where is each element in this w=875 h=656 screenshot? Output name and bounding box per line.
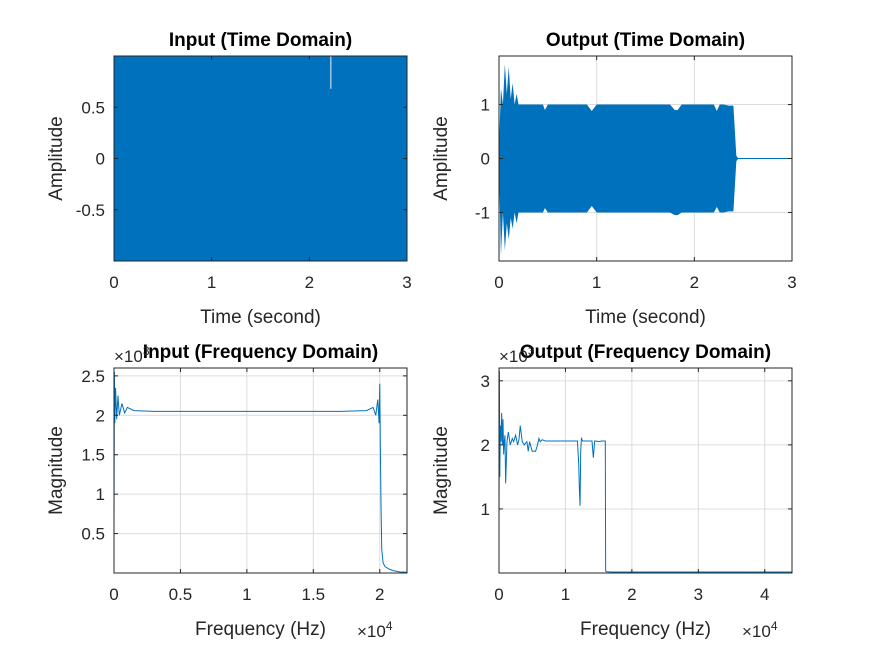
x-tick-label: 2	[690, 273, 699, 292]
x-tick-label: 3	[787, 273, 796, 292]
chart-title: Output (Time Domain)	[546, 30, 745, 51]
y-tick-label: 0.5	[81, 525, 105, 544]
spectrum-line	[499, 371, 792, 573]
plot-area	[114, 56, 407, 261]
x-tick-label: 3	[402, 273, 411, 292]
plot-area	[499, 371, 792, 573]
x-tick-label: 0	[494, 585, 503, 604]
y-tick-label: -1	[475, 203, 490, 222]
x-tick-label: 1.5	[301, 585, 325, 604]
y-tick-label: 1	[96, 485, 105, 504]
x-tick-label: 0	[109, 273, 118, 292]
y-axis-label: Amplitude	[46, 116, 67, 201]
x-tick-label: 2	[627, 585, 636, 604]
y-tick-label: 3	[481, 372, 490, 391]
x-tick-label: 1	[561, 585, 570, 604]
y-axis-label: Magnitude	[431, 426, 452, 515]
y-multiplier-exponent: 3	[143, 344, 150, 358]
x-tick-label: 1	[242, 585, 251, 604]
plot-area	[114, 371, 407, 573]
chart-title: Input (Time Domain)	[169, 30, 352, 51]
x-axis-label: Time (second)	[585, 307, 706, 328]
x-multiplier-label: ×104	[357, 619, 393, 641]
y-tick-label: -0.5	[76, 201, 105, 220]
x-multiplier-exponent: 4	[386, 619, 393, 633]
y-multiplier-exponent: 3	[528, 344, 535, 358]
y-multiplier-label: ×103	[499, 344, 535, 366]
x-tick-label: 1	[207, 273, 216, 292]
y-axis-label: Amplitude	[431, 116, 452, 201]
x-tick-label: 0.5	[169, 585, 193, 604]
x-tick-label: 2	[305, 273, 314, 292]
y-tick-label: 1	[481, 500, 490, 519]
y-tick-label: 0	[96, 150, 105, 169]
x-axis-label: Frequency (Hz)	[580, 619, 711, 640]
y-tick-label: 1	[481, 96, 490, 115]
x-tick-label: 4	[760, 585, 769, 604]
chart-title: Input (Frequency Domain)	[143, 342, 378, 363]
axes-box	[113, 367, 408, 574]
x-axis-label: Frequency (Hz)	[195, 619, 326, 640]
y-multiplier-label: ×103	[114, 344, 150, 366]
y-tick-label: 2	[481, 436, 490, 455]
spectrum-line	[114, 371, 407, 573]
chart-panel-input_freq: 0 0.5 1 1.5 2 0.5 1 1.5 2 2.5 Input (Frequency Dom…	[46, 342, 408, 641]
x-tick-label: 3	[694, 585, 703, 604]
y-tick-label: 2	[96, 406, 105, 425]
y-axis-label: Magnitude	[46, 426, 67, 515]
y-tick-label: 2.5	[81, 367, 105, 386]
x-tick-label: 2	[375, 585, 384, 604]
y-tick-label: 0.5	[81, 98, 105, 117]
x-tick-label: 0	[494, 273, 503, 292]
plot-area	[499, 64, 792, 256]
signal-envelope	[499, 64, 792, 256]
axes-box	[498, 367, 793, 574]
x-multiplier-exponent: 4	[771, 619, 778, 633]
x-tick-label: 1	[592, 273, 601, 292]
y-tick-label: 0	[481, 150, 490, 169]
x-multiplier-label: ×104	[742, 619, 778, 641]
chart-title: Output (Frequency Domain)	[520, 342, 771, 363]
y-tick-label: 1.5	[81, 446, 105, 465]
chart-panel-output_time: 0 1 2 3 -1 0 1 Output (Time Domain) Time (second…	[431, 30, 797, 328]
chart-panel-input_time: 0 1 2 3 -0.5 0 0.5 Input (Time Domain) Time (sec…	[46, 30, 412, 328]
x-axis-label: Time (second)	[200, 307, 321, 328]
x-tick-label: 0	[109, 585, 118, 604]
